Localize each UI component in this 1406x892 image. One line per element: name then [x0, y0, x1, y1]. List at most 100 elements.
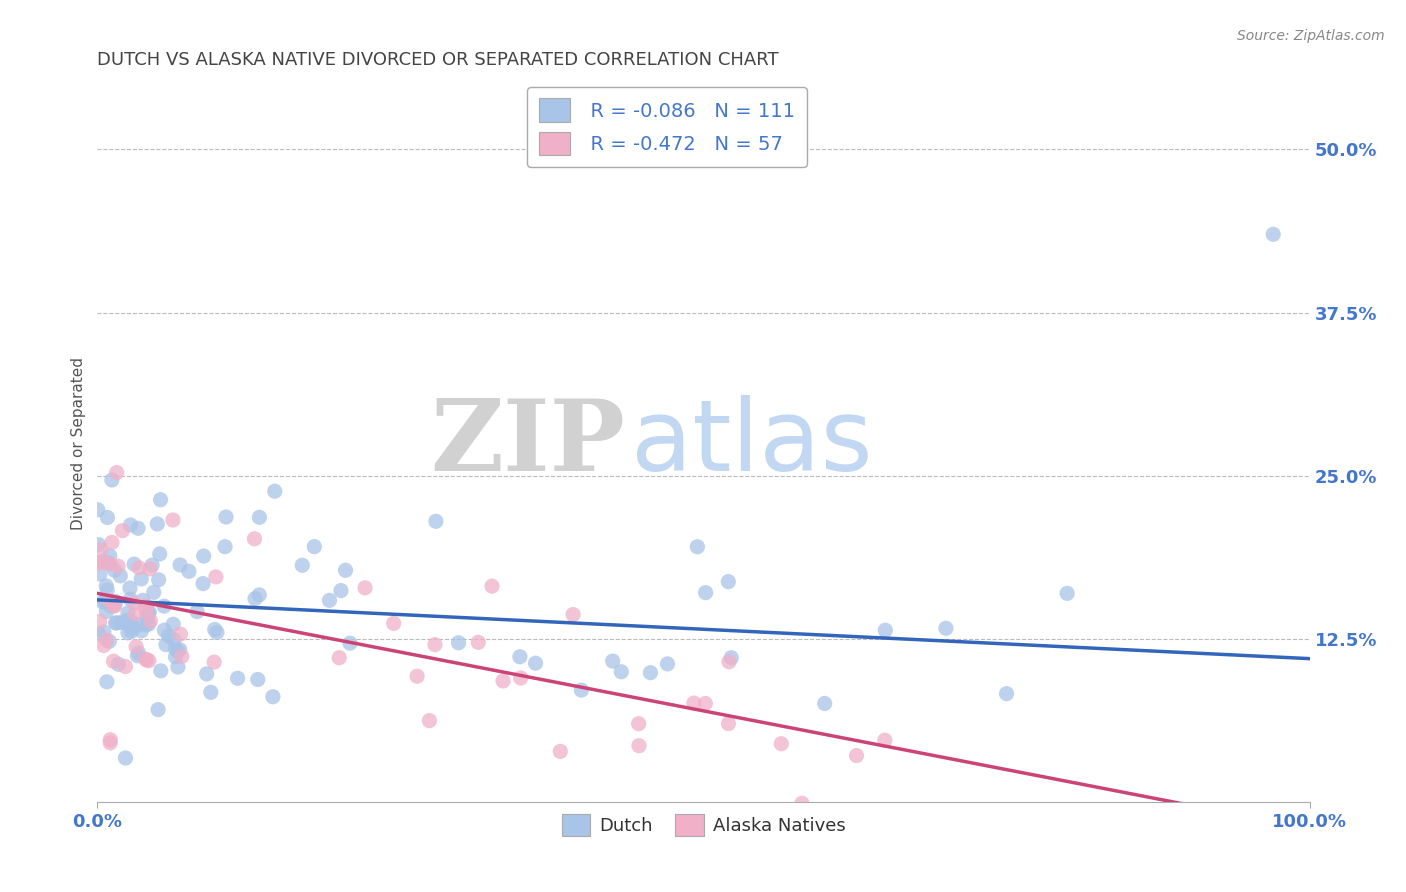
- Point: [153, 623, 176, 637]
- Text: atlas: atlas: [631, 394, 872, 491]
- Point: [91, 554, 114, 568]
- Text: DUTCH VS ALASKA NATIVE DIVORCED OR SEPARATED CORRELATION CHART: DUTCH VS ALASKA NATIVE DIVORCED OR SEPAR…: [97, 51, 779, 69]
- Point: [873, 733, 896, 747]
- Point: [382, 616, 405, 631]
- Point: [105, 615, 128, 630]
- Point: [995, 687, 1018, 701]
- Point: [142, 585, 165, 599]
- Point: [127, 648, 149, 663]
- Point: [132, 593, 155, 607]
- Text: ZIP: ZIP: [430, 394, 624, 491]
- Point: [98, 593, 121, 607]
- Point: [683, 696, 706, 710]
- Point: [89, 567, 111, 582]
- Point: [90, 542, 112, 557]
- Point: [111, 524, 134, 538]
- Point: [122, 596, 145, 610]
- Point: [717, 716, 740, 731]
- Point: [186, 605, 208, 619]
- Point: [170, 649, 193, 664]
- Point: [1056, 586, 1078, 600]
- Point: [162, 513, 184, 527]
- Point: [96, 674, 118, 689]
- Point: [200, 685, 222, 699]
- Point: [138, 654, 160, 668]
- Point: [139, 562, 162, 576]
- Point: [114, 751, 136, 765]
- Point: [135, 618, 157, 632]
- Point: [492, 673, 515, 688]
- Point: [202, 655, 225, 669]
- Point: [124, 607, 146, 621]
- Point: [96, 605, 118, 619]
- Point: [329, 583, 352, 598]
- Point: [169, 642, 191, 657]
- Point: [141, 558, 163, 573]
- Point: [135, 603, 157, 617]
- Point: [149, 664, 172, 678]
- Point: [163, 632, 186, 647]
- Point: [120, 615, 142, 629]
- Point: [406, 669, 429, 683]
- Point: [118, 581, 141, 595]
- Point: [96, 632, 118, 647]
- Point: [94, 594, 117, 608]
- Point: [935, 621, 957, 635]
- Point: [98, 736, 121, 750]
- Point: [138, 605, 160, 619]
- Point: [91, 595, 114, 609]
- Point: [149, 492, 172, 507]
- Point: [263, 484, 285, 499]
- Point: [103, 654, 125, 668]
- Point: [87, 538, 110, 552]
- Y-axis label: Divorced or Separated: Divorced or Separated: [72, 357, 86, 530]
- Point: [166, 644, 188, 658]
- Point: [101, 473, 124, 487]
- Point: [717, 574, 740, 589]
- Point: [246, 673, 269, 687]
- Point: [139, 614, 162, 628]
- Point: [128, 561, 150, 575]
- Point: [328, 650, 350, 665]
- Point: [128, 646, 150, 660]
- Point: [1263, 227, 1285, 242]
- Point: [169, 627, 191, 641]
- Point: [98, 634, 121, 648]
- Point: [695, 697, 717, 711]
- Point: [610, 665, 633, 679]
- Point: [100, 599, 122, 614]
- Point: [509, 671, 531, 685]
- Point: [122, 621, 145, 635]
- Point: [98, 558, 121, 572]
- Point: [205, 625, 228, 640]
- Point: [96, 583, 118, 598]
- Legend: Dutch, Alaska Natives: Dutch, Alaska Natives: [554, 807, 852, 844]
- Point: [104, 615, 127, 630]
- Point: [790, 797, 813, 811]
- Point: [423, 638, 446, 652]
- Point: [120, 592, 142, 607]
- Point: [640, 665, 662, 680]
- Point: [165, 641, 187, 656]
- Point: [93, 639, 115, 653]
- Point: [243, 591, 266, 606]
- Point: [136, 610, 159, 624]
- Point: [193, 549, 215, 563]
- Point: [98, 549, 121, 563]
- Point: [122, 557, 145, 571]
- Point: [481, 579, 503, 593]
- Point: [120, 620, 142, 634]
- Point: [146, 703, 169, 717]
- Point: [104, 599, 127, 613]
- Point: [418, 714, 440, 728]
- Point: [169, 558, 191, 572]
- Point: [155, 638, 177, 652]
- Point: [339, 636, 361, 650]
- Point: [214, 540, 236, 554]
- Point: [262, 690, 284, 704]
- Point: [149, 547, 172, 561]
- Point: [96, 510, 118, 524]
- Point: [548, 744, 571, 758]
- Point: [177, 564, 200, 578]
- Point: [205, 570, 228, 584]
